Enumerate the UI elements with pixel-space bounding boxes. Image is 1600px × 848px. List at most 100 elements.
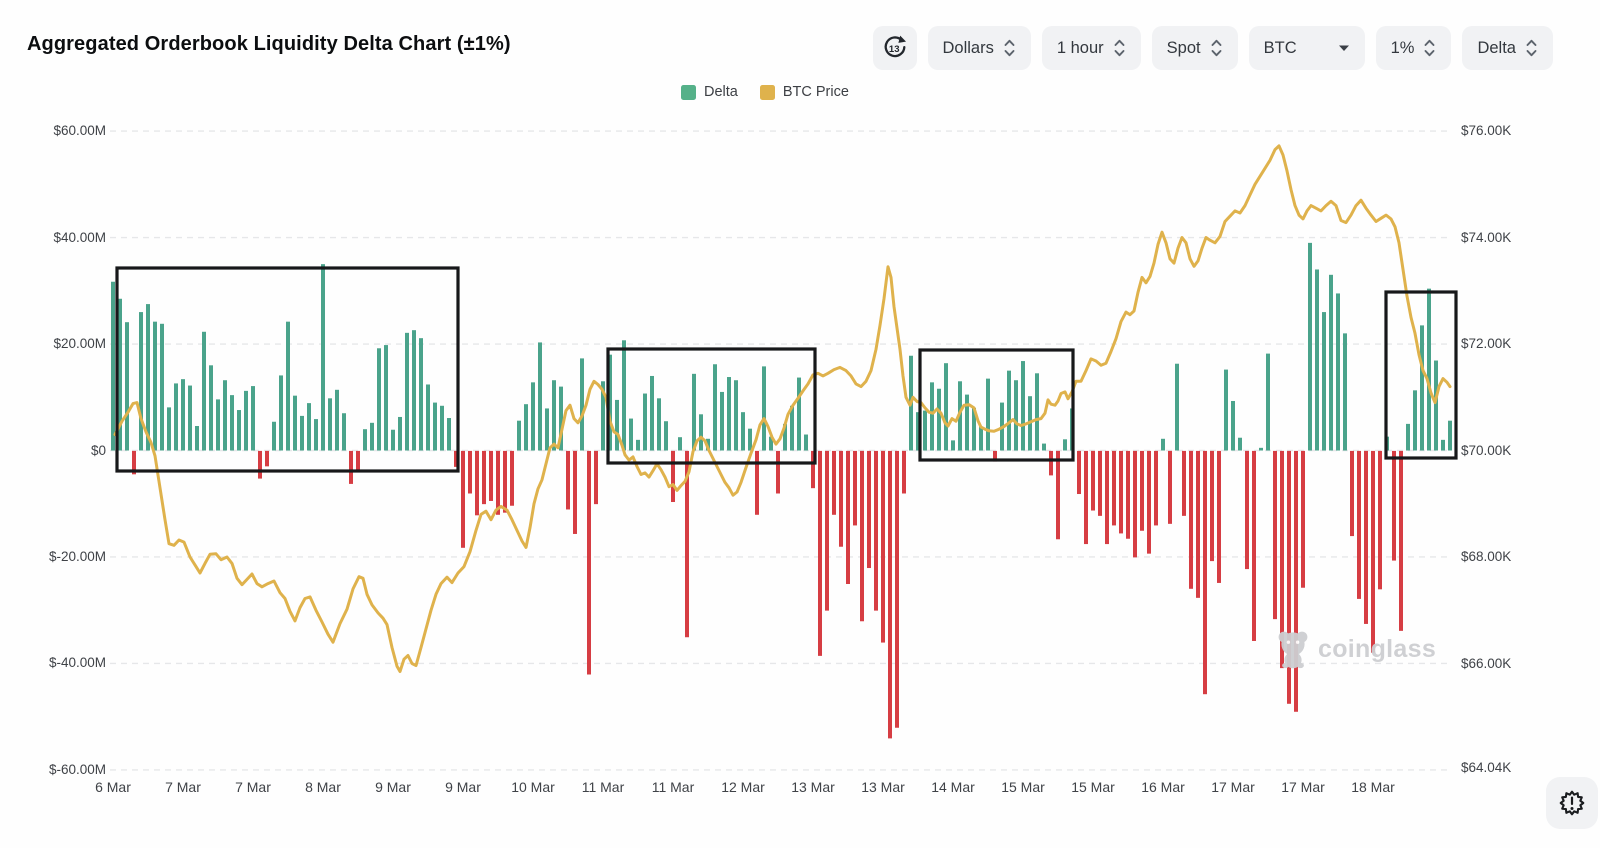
delta-bar <box>1021 361 1025 451</box>
delta-bar <box>426 384 430 451</box>
delta-bar <box>671 450 675 503</box>
delta-bar <box>1014 380 1018 451</box>
delta-bar <box>958 381 962 451</box>
dropdown-coin[interactable]: BTC <box>1248 26 1365 70</box>
delta-bar <box>279 375 283 451</box>
delta-bar <box>657 398 661 451</box>
page-title: Aggregated Orderbook Liquidity Delta Cha… <box>27 33 511 55</box>
delta-bar <box>1336 293 1340 451</box>
delta-bar <box>650 375 654 451</box>
delta-bar <box>916 412 920 451</box>
delta-bar <box>1441 439 1445 451</box>
delta-bar <box>566 450 570 510</box>
delta-bar <box>622 340 626 451</box>
legend-delta-label: Delta <box>704 84 738 100</box>
refresh-countdown-icon: 13 <box>884 35 906 58</box>
delta-bar <box>454 450 458 467</box>
delta-bar <box>244 390 248 451</box>
dropdown-interval[interactable]: 1 hour <box>1041 26 1141 70</box>
delta-bar <box>874 450 878 611</box>
legend-item-btc-price[interactable]: BTC Price <box>759 84 849 100</box>
delta-bar <box>503 450 507 513</box>
delta-bar <box>188 385 192 451</box>
delta-bar <box>321 264 325 451</box>
delta-bar <box>174 383 178 451</box>
delta-bar <box>1119 450 1123 534</box>
delta-bar <box>307 403 311 451</box>
delta-bar <box>1112 450 1116 526</box>
delta-bar <box>1427 288 1431 451</box>
delta-bar <box>1007 370 1011 451</box>
delta-bar <box>986 378 990 451</box>
dropdown-mode-label: Delta <box>1477 38 1516 57</box>
x-axis-tick: 17 Mar <box>1281 779 1325 795</box>
chevron-up-down-icon <box>1526 39 1537 57</box>
chart-legend: Delta BTC Price <box>681 84 849 100</box>
dropdown-mode[interactable]: Delta <box>1462 26 1553 70</box>
delta-bar <box>1084 450 1088 545</box>
refresh-button[interactable]: 13 <box>872 26 917 70</box>
delta-bar <box>748 428 752 451</box>
delta-bar <box>1273 450 1277 620</box>
delta-bar <box>573 450 577 534</box>
delta-bar <box>1329 274 1333 451</box>
delta-bar <box>405 332 409 451</box>
delta-bar <box>1049 450 1053 476</box>
delta-bar <box>531 382 535 451</box>
dropdown-market[interactable]: Spot <box>1151 26 1238 70</box>
caret-down-icon <box>1338 45 1349 51</box>
delta-bar <box>377 348 381 451</box>
delta-bar <box>139 312 143 451</box>
dropdown-currency[interactable]: Dollars <box>927 26 1031 70</box>
delta-bar <box>559 386 563 451</box>
delta-bar <box>1238 437 1242 451</box>
delta-bar <box>181 379 185 451</box>
delta-bar <box>524 404 528 451</box>
alerts-corner-button[interactable] <box>1546 777 1598 829</box>
y-axis-left-tick: $-60.00M <box>48 761 106 777</box>
delta-bar <box>888 450 892 739</box>
delta-bar <box>1182 450 1186 516</box>
delta-bar <box>482 450 486 505</box>
delta-bar <box>384 345 388 451</box>
delta-bar <box>1280 450 1284 669</box>
delta-bar <box>853 450 857 526</box>
delta-bar <box>720 391 724 451</box>
dropdown-depth-label: 1% <box>1390 38 1415 57</box>
delta-bar <box>685 450 689 638</box>
y-axis-right-tick: $68.00K <box>1461 549 1512 564</box>
dropdown-depth[interactable]: 1% <box>1375 26 1452 70</box>
delta-bar <box>153 321 157 451</box>
delta-bar <box>258 450 262 479</box>
dropdown-market-label: Spot <box>1166 38 1201 57</box>
delta-bar <box>1063 439 1067 451</box>
btc-price-line <box>113 144 1452 673</box>
chart-controls-toolbar: 13 Dollars 1 hour Spot BTC <box>872 26 1553 70</box>
x-axis-tick: 14 Mar <box>931 779 975 795</box>
x-axis-tick: 13 Mar <box>791 779 835 795</box>
delta-bar <box>1350 450 1354 537</box>
y-axis-right-tick: $74.00K <box>1461 229 1512 245</box>
delta-bar <box>1420 325 1424 451</box>
delta-bar <box>216 399 220 451</box>
chevron-up-down-icon <box>1211 39 1222 57</box>
delta-bar <box>517 420 521 451</box>
delta-bar <box>146 304 150 451</box>
chevron-up-down-icon <box>1114 39 1125 57</box>
x-axis-tick: 9 Mar <box>445 779 481 795</box>
delta-bar <box>965 394 969 451</box>
delta-bar <box>1343 333 1347 451</box>
delta-bar <box>713 364 717 451</box>
delta-bar <box>1154 450 1158 526</box>
delta-bar <box>1252 450 1256 641</box>
delta-bar <box>349 450 353 484</box>
delta-bar <box>1245 450 1249 570</box>
delta-bar <box>328 398 332 451</box>
delta-bar <box>699 414 703 451</box>
highlight-box-2 <box>606 347 817 465</box>
legend-item-delta[interactable]: Delta <box>681 84 738 100</box>
dropdown-currency-label: Dollars <box>942 38 994 57</box>
